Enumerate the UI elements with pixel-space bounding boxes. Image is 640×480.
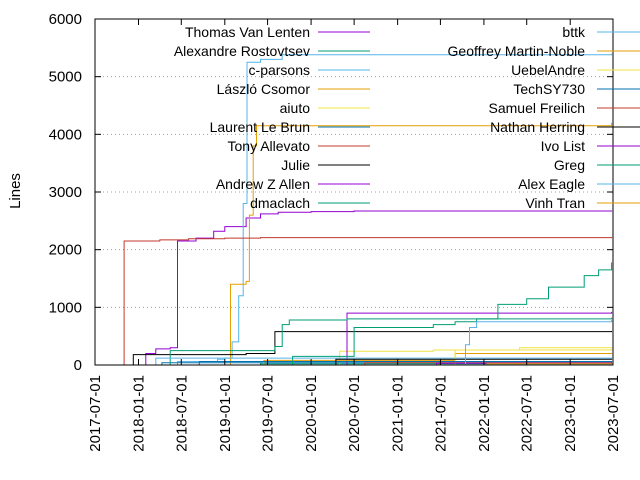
x-tick-label: 2019-07-01: [260, 375, 277, 452]
x-tick-label: 2017-07-01: [87, 375, 104, 452]
x-tick-label: 2020-01-01: [303, 375, 320, 452]
legend-label: Thomas Van Lenten: [185, 24, 310, 40]
y-tick-label: 3000: [49, 184, 82, 201]
series-line: [95, 122, 613, 366]
legend-label: Ivo List: [541, 138, 585, 154]
series-line: [95, 317, 613, 366]
legend-label: Greg: [554, 157, 585, 173]
y-axis: 0 1000 2000 3000 4000 5000 6000: [49, 11, 613, 374]
legend-label: László Csomor: [217, 81, 311, 97]
x-tick-label: 2019-01-01: [217, 375, 234, 452]
x-tick-label: 2023-07-01: [605, 375, 622, 452]
x-tick-label: 2018-07-01: [173, 375, 190, 452]
x-axis: 2017-07-01 2018-01-01 2018-07-01 2019-01-01…: [87, 19, 622, 452]
legend-label: Laurent Le Brun: [210, 119, 310, 135]
x-tick-label: 2021-07-01: [432, 375, 449, 452]
x-tick-label: 2023-01-01: [562, 375, 579, 452]
legend-label: Alexandre Rostovtsev: [174, 43, 310, 59]
x-tick-label: 2021-01-01: [390, 375, 407, 452]
series-line: [95, 53, 613, 366]
legend-label: Andrew Z Allen: [216, 176, 310, 192]
legend-label: UebelAndre: [511, 62, 585, 78]
y-tick-label: 1000: [49, 299, 82, 316]
x-tick-label: 2022-07-01: [519, 375, 536, 452]
legend-label: aiuto: [280, 100, 311, 116]
y-tick-label: 2000: [49, 242, 82, 259]
x-tick-label: 2020-07-01: [346, 375, 363, 452]
y-axis-label: Lines: [7, 173, 24, 209]
legend-label: Samuel Freilich: [489, 100, 585, 116]
series-line: [95, 311, 613, 366]
legend-label: TechSY730: [513, 81, 585, 97]
y-tick-label: 4000: [49, 126, 82, 143]
legend-label: bttk: [562, 24, 586, 40]
legend-label: Nathan Herring: [490, 119, 585, 135]
series-line: [95, 237, 613, 366]
legend-label: c-parsons: [249, 62, 310, 78]
y-tick-label: 5000: [49, 69, 82, 86]
legend-label: Vinh Tran: [525, 195, 585, 211]
legend-label: Geoffrey Martin-Noble: [448, 43, 586, 59]
y-tick-label: 0: [74, 357, 82, 374]
x-tick-label: 2022-01-01: [476, 375, 493, 452]
series-line: [95, 210, 613, 366]
legend-label: Julie: [281, 157, 310, 173]
legend-label: Tony Allevato: [228, 138, 311, 154]
legend-label: Alex Eagle: [518, 176, 585, 192]
legend: Thomas Van Lenten Alexandre Rostovtsev c-p…: [174, 24, 640, 211]
x-tick-label: 2018-01-01: [131, 375, 148, 452]
y-tick-label: 6000: [49, 11, 82, 28]
legend-label: dmaclach: [250, 195, 310, 211]
series-line: [95, 262, 613, 366]
